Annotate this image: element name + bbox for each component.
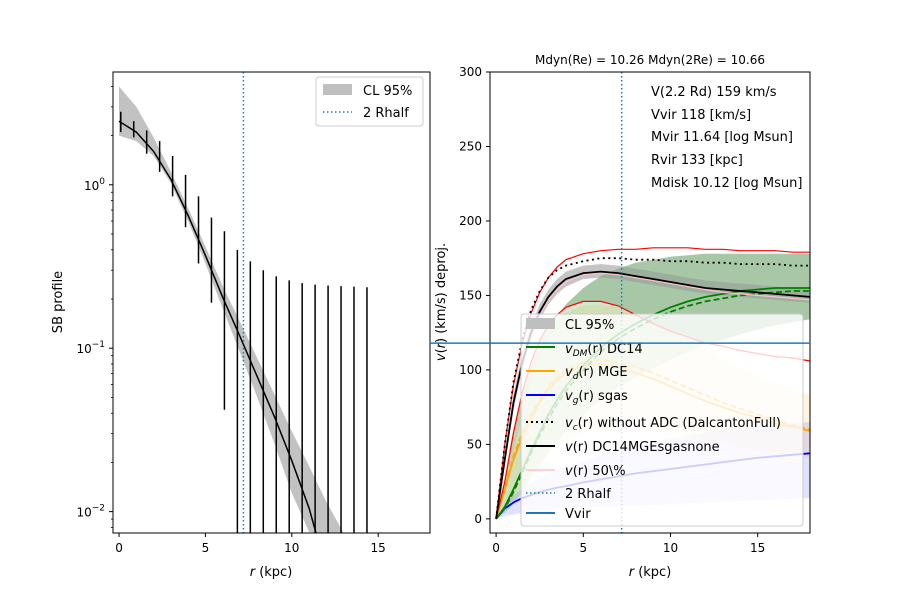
right-y-ticks: 0 50 100 150 200 250 300: [459, 65, 490, 526]
v50-rest: (r) 50\%: [573, 464, 626, 479]
annotation-rvir: Rvir 133 [kpc]: [651, 153, 743, 168]
vc-sub: c: [573, 423, 578, 433]
right-ytick-label: 250: [459, 139, 482, 153]
left-x-ticks: 0 5 10 15: [115, 533, 386, 555]
annotation-mvir: Mvir 11.64 [log Msun]: [651, 130, 793, 145]
right-xlabel-r: r: [629, 565, 636, 580]
vd-sub: d: [573, 372, 579, 382]
right-ylabel-v: v: [434, 353, 449, 361]
right-legend-cl95-swatch: [526, 318, 555, 329]
right-ytick-label: 200: [459, 214, 482, 228]
right-legend-vd-label: vd(r) MGE: [565, 365, 628, 382]
vc-v: v: [565, 416, 573, 431]
left-plot-area: [118, 72, 368, 533]
right-ylabel-unit: ) (km/s) deproj.: [434, 243, 449, 343]
left-ytick-label: 10−1: [76, 340, 105, 356]
tick-exponent: −1: [92, 340, 105, 350]
left-ytick-label: 10−2: [76, 504, 105, 520]
right-legend-vdm-label: vDM(r) DC14: [565, 342, 643, 359]
annotation-vvir: Vvir 118 [km/s]: [651, 108, 751, 123]
tick-exponent: −2: [92, 504, 105, 514]
right-y-axis-label: v(r) (km/s) deproj.: [434, 243, 449, 361]
right-ylabel-paren: (: [434, 348, 449, 353]
vc-rest: (r) without ADC (DalcantonFull): [578, 416, 781, 431]
right-ytick-label: 150: [459, 288, 482, 302]
right-xlabel-unit: (kpc): [634, 565, 671, 580]
left-ytick-label: 100: [84, 177, 105, 193]
right-legend-vvir-label: Vvir: [565, 507, 591, 522]
vdm-v: v: [565, 342, 573, 357]
right-legend-v50-label: v(r) 50\%: [565, 464, 626, 479]
left-legend: CL 95% 2 Rhalf: [315, 76, 424, 127]
right-xtick-label: 15: [750, 541, 765, 555]
right-ytick-label: 50: [467, 437, 482, 451]
right-ytick-label: 0: [474, 512, 482, 526]
tick-base: 10: [76, 506, 91, 520]
right-legend: CL 95% vDM(r) DC14 vd(r) MGE vg(r) sgas …: [520, 313, 804, 527]
vg-rest: (r) sgas: [578, 389, 628, 404]
tick-exponent: 0: [99, 177, 105, 187]
vtot-v: v: [565, 440, 573, 455]
left-legend-cl95-swatch: [323, 84, 352, 95]
right-legend-vc-label: vc(r) without ADC (DalcantonFull): [565, 416, 781, 433]
right-axes-frame: [489, 71, 811, 534]
left-xtick-label: 15: [371, 541, 386, 555]
vdm-rest: (r) DC14: [587, 342, 642, 357]
right-xtick-label: 10: [663, 541, 678, 555]
vtot-rest: (r) DC14MGEsgasnone: [573, 440, 720, 455]
left-legend-2rhalf-label: 2 Rhalf: [363, 106, 409, 121]
right-legend-cl95-label: CL 95%: [565, 318, 614, 333]
right-legend-vtot-label: v(r) DC14MGEsgasnone: [565, 440, 720, 455]
tick-base: 10: [76, 342, 91, 356]
left-xtick-label: 5: [202, 541, 210, 555]
right-x-axis-label: r (kpc): [629, 565, 672, 580]
left-xlabel-r: r: [250, 565, 257, 580]
left-y-axis-label: SB profile: [51, 271, 66, 333]
band-total-cl-95-: [496, 264, 810, 519]
left-axes-frame: [112, 71, 431, 534]
left-legend-cl95-label: CL 95%: [363, 84, 412, 99]
rotation-curve-panel: Mdyn(Re) = 10.26 Mdyn(2Re) = 10.66 0 5 10 1…: [430, 53, 811, 580]
right-ylabel-r: r: [434, 341, 449, 348]
vd-rest: (r) MGE: [578, 365, 627, 380]
right-ytick-label: 100: [459, 363, 482, 377]
sb-model-curve: [118, 120, 317, 533]
cl95-band: [119, 86, 349, 533]
annotation-v22rd: V(2.2 Rd) 159 km/s: [651, 85, 777, 100]
left-xtick-label: 0: [115, 541, 123, 555]
vg-v: v: [565, 389, 573, 404]
annotation-mdisk: Mdisk 10.12 [log Msun]: [651, 176, 802, 191]
tick-base: 10: [84, 179, 99, 193]
right-xtick-label: 5: [579, 541, 587, 555]
right-x-ticks: 0 5 10 15: [492, 533, 765, 555]
series-v-c-r-without-adc-dalcantonfull: [495, 257, 810, 519]
left-xtick-label: 10: [284, 541, 299, 555]
right-legend-box: [520, 313, 804, 527]
right-ytick-label: 300: [459, 65, 482, 79]
v50-v: v: [565, 464, 573, 479]
vd-v: v: [565, 365, 573, 380]
right-legend-vg-label: vg(r) sgas: [565, 389, 628, 406]
vg-sub: g: [573, 396, 579, 406]
right-xtick-label: 0: [492, 541, 500, 555]
right-annotations: V(2.2 Rd) 159 km/s Vvir 118 [km/s] Mvir …: [651, 85, 802, 191]
vdm-sub: DM: [573, 349, 588, 359]
left-x-axis-label: r (kpc): [250, 565, 293, 580]
right-title: Mdyn(Re) = 10.26 Mdyn(2Re) = 10.66: [535, 53, 765, 67]
left-xlabel-unit: (kpc): [255, 565, 292, 580]
right-legend-2rhalf-label: 2 Rhalf: [565, 487, 611, 502]
